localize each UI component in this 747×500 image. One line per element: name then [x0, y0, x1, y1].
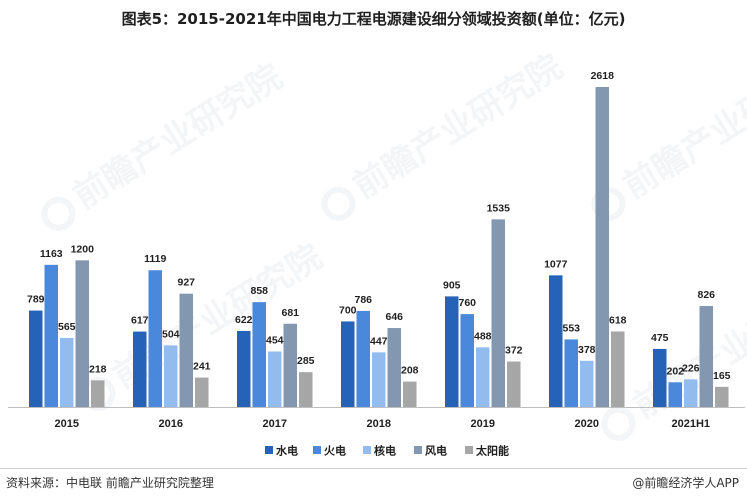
x-tick-label: 2015 — [55, 418, 79, 430]
data-label: 372 — [505, 345, 523, 357]
legend: 水电 火电 核电 风电 太阳能 — [265, 444, 509, 458]
x-tick-label: 2020 — [575, 418, 599, 430]
bar-2017-火电 — [252, 302, 266, 407]
bars-layer — [29, 87, 729, 407]
legend-label: 火电 — [324, 444, 346, 458]
bar-2020-风电 — [595, 87, 609, 407]
bar-2015-太阳能 — [91, 380, 105, 407]
data-label: 622 — [235, 314, 253, 326]
bar-2018-核电 — [372, 352, 386, 407]
bar-2015-水电 — [29, 310, 43, 407]
bar-2019-太阳能 — [507, 361, 521, 407]
bar-2021H1-太阳能 — [715, 386, 729, 407]
data-label: 504 — [162, 328, 180, 340]
x-tick-label: 2019 — [471, 418, 495, 430]
data-label: 488 — [474, 330, 492, 342]
bar-2016-核电 — [164, 345, 178, 407]
bar-2019-核电 — [476, 347, 490, 407]
brand-note: @前瞻经济学人APP — [632, 476, 739, 490]
legend-label: 水电 — [276, 444, 298, 458]
legend-label: 核电 — [374, 444, 396, 458]
x-tick-label: 2018 — [367, 418, 391, 430]
bar-2016-太阳能 — [195, 377, 209, 407]
data-label: 617 — [131, 315, 149, 327]
bar-chart: 789 1163 565 1200 218 617 1119 504 927 241 622 858 4… — [8, 70, 745, 458]
legend-swatch — [265, 446, 273, 454]
data-label: 786 — [354, 294, 372, 306]
bar-2017-核电 — [268, 351, 282, 407]
bar-2020-火电 — [564, 339, 578, 407]
footer-divider — [0, 468, 747, 469]
bar-2018-太阳能 — [403, 381, 417, 407]
data-label: 927 — [177, 277, 195, 289]
data-label: 2618 — [591, 70, 615, 82]
data-label: 447 — [370, 335, 388, 347]
bar-2015-核电 — [60, 337, 74, 407]
bar-2018-风电 — [387, 328, 401, 407]
bar-2021H1-水电 — [653, 348, 667, 407]
data-label: 378 — [578, 344, 596, 356]
legend-swatch — [414, 446, 422, 454]
data-label: 681 — [281, 307, 299, 319]
bar-2021H1-火电 — [668, 382, 682, 407]
bar-2017-风电 — [283, 323, 297, 407]
data-label: 760 — [458, 297, 476, 309]
legend-swatch — [313, 446, 321, 454]
data-label: 858 — [250, 285, 268, 297]
x-tick-label: 2016 — [159, 418, 183, 430]
legend-label: 太阳能 — [475, 444, 509, 458]
data-label: 1200 — [71, 243, 95, 255]
data-label: 565 — [58, 321, 76, 333]
data-label: 789 — [27, 294, 45, 306]
data-label: 553 — [562, 322, 580, 334]
data-label: 475 — [651, 332, 669, 344]
bar-2019-火电 — [460, 314, 474, 407]
bar-2017-水电 — [237, 330, 251, 407]
bar-2018-水电 — [341, 321, 355, 407]
data-label: 1119 — [144, 253, 166, 265]
data-label: 202 — [666, 365, 684, 377]
data-label: 1077 — [544, 258, 568, 270]
data-label: 1163 — [40, 248, 63, 260]
data-label: 285 — [297, 355, 315, 367]
value-labels-layer: 789 1163 565 1200 218 617 1119 504 927 241 622 858 4… — [27, 70, 731, 382]
data-label: 905 — [443, 279, 461, 291]
data-label: 226 — [682, 362, 700, 374]
source-note: 资料来源：中电联 前瞻产业研究院整理 — [6, 476, 214, 490]
bar-2020-水电 — [549, 275, 563, 407]
data-label: 1535 — [487, 202, 511, 214]
legend-swatch — [363, 446, 371, 454]
x-tick-label: 2017 — [263, 418, 287, 430]
legend-label: 风电 — [425, 444, 447, 458]
data-label: 454 — [266, 335, 284, 347]
bar-2019-水电 — [445, 296, 459, 407]
legend-swatch — [465, 446, 473, 454]
chart-title: 图表5：2015-2021年中国电力工程电源建设细分领域投资额(单位：亿元) — [121, 10, 626, 28]
bar-2015-风电 — [75, 260, 89, 407]
bar-2020-太阳能 — [611, 331, 625, 407]
bar-2016-水电 — [133, 331, 147, 407]
bar-2016-风电 — [179, 293, 193, 407]
bar-2015-火电 — [44, 264, 58, 407]
data-label: 826 — [697, 289, 715, 301]
data-label: 700 — [339, 304, 357, 316]
bar-2016-火电 — [148, 270, 162, 407]
bar-2017-太阳能 — [299, 372, 313, 407]
data-label: 646 — [385, 311, 403, 323]
bar-2021H1-风电 — [699, 306, 713, 407]
data-label: 218 — [89, 363, 107, 375]
x-tick-labels-layer: 2015 2016 2017 2018 2019 2020 2021H1 — [55, 418, 711, 430]
bar-2019-风电 — [491, 219, 505, 407]
data-label: 618 — [609, 314, 627, 326]
data-label: 165 — [713, 370, 731, 382]
data-label: 208 — [401, 365, 419, 377]
data-label: 241 — [193, 361, 211, 373]
bar-2020-核电 — [580, 360, 594, 407]
bar-2018-火电 — [356, 310, 370, 407]
x-tick-label: 2021H1 — [671, 418, 710, 430]
bar-2021H1-核电 — [684, 379, 698, 407]
